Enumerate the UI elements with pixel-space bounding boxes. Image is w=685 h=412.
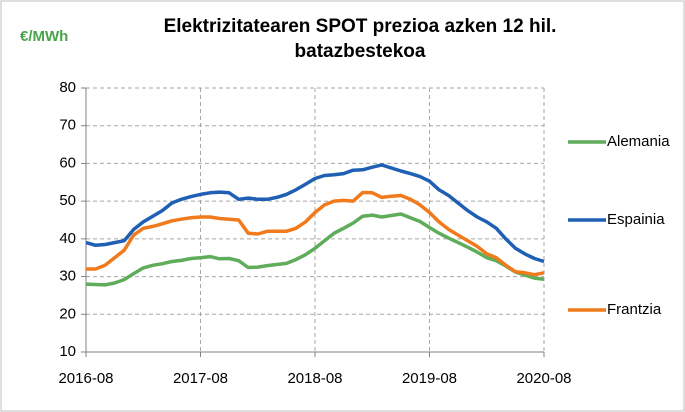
legend-label: Espainia — [607, 211, 665, 228]
y-tick-label: 30 — [59, 268, 76, 285]
series-line — [85, 212, 545, 287]
legend-label: Alemania — [607, 133, 670, 150]
y-tick-label: 50 — [59, 192, 76, 209]
y-tick-label: 60 — [59, 154, 76, 171]
series-line — [85, 163, 545, 264]
x-tick-label: 2017-08 — [173, 370, 228, 387]
y-tick-label: 70 — [59, 117, 76, 134]
x-tick-label: 2016-08 — [58, 370, 113, 387]
x-tick-label: 2018-08 — [287, 370, 342, 387]
y-tick-label: 40 — [59, 230, 76, 247]
y-tick-label: 10 — [59, 343, 76, 360]
x-tick-label: 2020-08 — [516, 370, 571, 387]
y-axis-label: €/MWh — [20, 28, 69, 45]
y-tick-label: 80 — [59, 79, 76, 96]
series-line — [86, 190, 545, 277]
legend-label: Frantzia — [607, 301, 662, 318]
chart-title: Elektrizitatearen SPOT prezioa azken 12 … — [163, 16, 557, 62]
y-tick-label: 20 — [59, 305, 76, 322]
x-tick-label: 2019-08 — [402, 370, 457, 387]
